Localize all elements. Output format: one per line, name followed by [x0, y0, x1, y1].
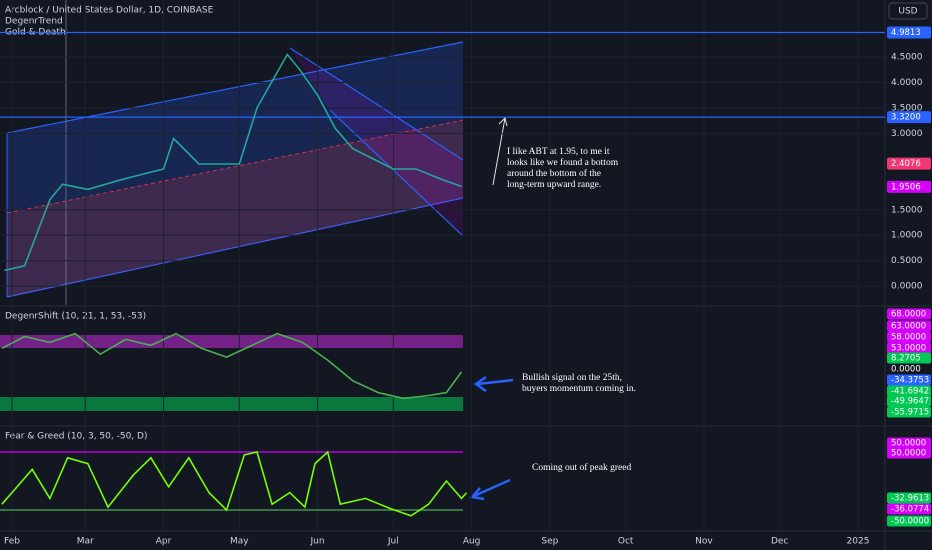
value-tag-label: -55.9715 [891, 408, 929, 418]
value-tag-label: 50.0000 [891, 449, 926, 459]
arrow [473, 478, 511, 498]
value-tag [887, 515, 931, 527]
data-line [4, 53, 462, 272]
symbol-title: Arcblock / United States Dollar, 1D, COI… [5, 6, 214, 16]
y-tick-label: 0.0000 [891, 282, 923, 292]
value-tag-label: 58.0000 [891, 333, 926, 343]
channel-line [6, 197, 464, 298]
arrow-head [498, 117, 508, 127]
channel-line [289, 47, 464, 161]
price-tag-label: 3.3200 [891, 113, 921, 123]
annotation: looks like we found a bottom [507, 157, 619, 168]
price-tag-label: 4.9813 [891, 28, 921, 38]
value-tag [887, 437, 931, 449]
value-tag-label: -32.9613 [891, 494, 929, 504]
value-tag-label: 50.0000 [891, 439, 926, 449]
price-tag [887, 26, 931, 39]
arrow [492, 117, 506, 186]
up-channel [7, 42, 463, 297]
x-tick-label: Jun [310, 537, 325, 547]
x-tick-label: 2025 [847, 537, 870, 547]
x-tick-label: Nov [695, 537, 713, 547]
value-tag [887, 503, 931, 515]
channel-line [329, 109, 464, 237]
value-tag-label: -41.6942 [891, 387, 929, 397]
value-tag-label: 68.0000 [891, 310, 926, 320]
annotation: long-term upward range. [507, 180, 601, 190]
value-tag-label: 63.0000 [891, 322, 926, 332]
value-tag-label: -36.0774 [891, 505, 929, 515]
price-tag-label: 2.4076 [891, 159, 921, 169]
y-tick-label: 1.0000 [891, 231, 923, 241]
x-tick-label: May [230, 537, 249, 547]
value-tag-label: 53.0000 [891, 344, 926, 354]
x-tick-label: Apr [156, 537, 172, 547]
y-tick-label: 3.5000 [891, 103, 923, 113]
price-tag-label: 1.9506 [891, 182, 921, 192]
x-tick-label: Feb [4, 537, 20, 547]
data-line [1, 332, 463, 400]
x-tick-label: Oct [618, 537, 634, 547]
x-tick-label: Jul [387, 537, 399, 547]
data-line [1, 450, 468, 517]
price-tag [887, 111, 931, 124]
price-tag [887, 157, 931, 170]
value-tag-label: -50.0000 [891, 517, 929, 527]
value-tag [887, 363, 931, 375]
x-tick-label: Mar [77, 537, 94, 547]
price-tag [887, 180, 931, 193]
value-tag-label: -34.3753 [891, 376, 929, 386]
y-tick-label: 0.5000 [891, 256, 923, 266]
down-channel [290, 48, 463, 236]
panel-title: DegenrShift (10, 21, 1, 53, -53) [5, 312, 146, 322]
y-tick-label: 4.5000 [891, 53, 923, 63]
value-tag [887, 447, 931, 459]
value-tag-label: -49.9647 [891, 397, 929, 407]
arrow [477, 378, 514, 386]
value-tag [887, 342, 931, 354]
annotation: buyers momentum coming in. [522, 384, 636, 394]
value-tag [887, 395, 931, 407]
y-tick-label: 3.0000 [891, 129, 923, 139]
currency-button[interactable] [888, 2, 928, 20]
value-tag [887, 331, 931, 343]
lower-zone [7, 120, 463, 297]
panel-title: Fear & Greed (10, 3, 50, -50, D) [5, 432, 147, 442]
currency[interactable]: USD [898, 7, 917, 17]
indicator-name: DegenrTrend [5, 17, 63, 27]
value-tag [887, 374, 931, 386]
y-tick-label: 4.0000 [891, 78, 923, 88]
value-tag [887, 406, 931, 418]
value-tag-label: 0.0000 [891, 365, 921, 375]
annotation: Coming out of peak greed [532, 462, 631, 473]
value-tag [887, 492, 931, 504]
arrow-head [473, 375, 487, 393]
x-tick-label: Dec [771, 537, 788, 547]
annotation: Bullish signal on the 25th, [522, 373, 622, 383]
lower-band [0, 397, 463, 411]
annotation: around the bottom of the [507, 168, 601, 179]
channel-mid [6, 119, 464, 214]
y-tick-label: 1.5000 [891, 205, 923, 215]
x-tick-label: Aug [463, 537, 481, 547]
annotation: I like ABT at 1.95, to me it [507, 147, 610, 157]
value-tag [887, 352, 931, 364]
value-tag [887, 308, 931, 320]
value-tag [887, 320, 931, 332]
value-tag [887, 385, 931, 397]
value-tag-label: 8.2705 [891, 354, 921, 364]
x-tick-label: Sep [541, 537, 558, 547]
